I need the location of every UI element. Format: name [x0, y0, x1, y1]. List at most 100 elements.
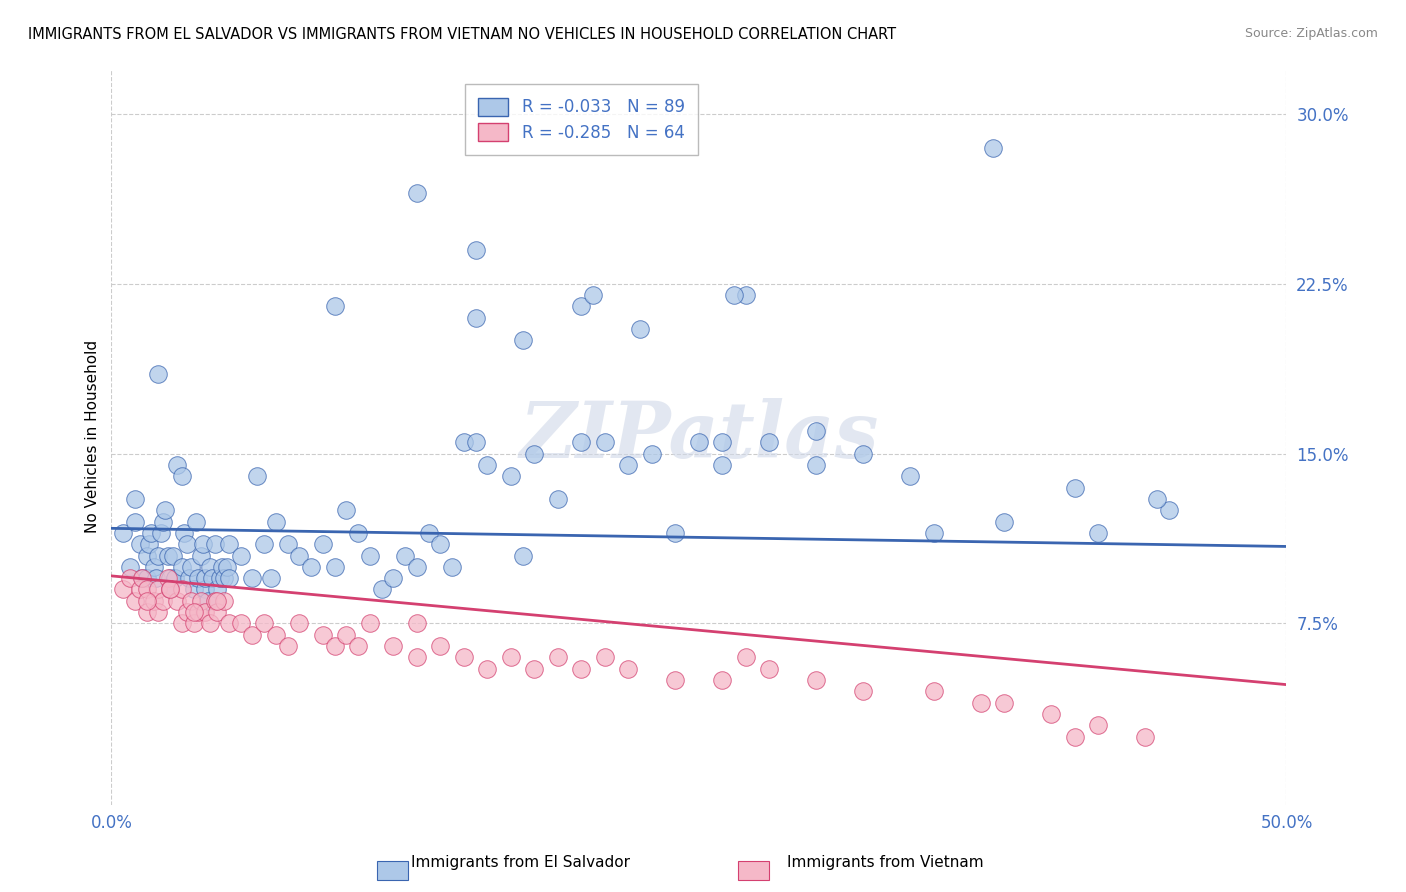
- Point: [159, 571, 181, 585]
- Point: [464, 435, 486, 450]
- Point: [1157, 503, 1180, 517]
- Point: [159, 582, 181, 597]
- Point: [312, 628, 335, 642]
- Point: [593, 435, 616, 450]
- Text: ZIPatlas: ZIPatlas: [519, 399, 879, 475]
- Point: [499, 650, 522, 665]
- Point: [429, 537, 451, 551]
- Point: [177, 571, 200, 585]
- Point: [806, 424, 828, 438]
- Point: [1064, 481, 1087, 495]
- Point: [135, 582, 157, 597]
- Point: [499, 469, 522, 483]
- Point: [664, 673, 686, 687]
- Point: [547, 491, 569, 506]
- Point: [981, 141, 1004, 155]
- Point: [312, 537, 335, 551]
- Point: [253, 616, 276, 631]
- Point: [547, 650, 569, 665]
- Point: [170, 582, 193, 597]
- Point: [260, 571, 283, 585]
- Point: [359, 549, 381, 563]
- Point: [170, 469, 193, 483]
- Point: [993, 696, 1015, 710]
- Point: [218, 616, 240, 631]
- Point: [211, 559, 233, 574]
- Point: [347, 639, 370, 653]
- Point: [406, 650, 429, 665]
- Point: [922, 525, 945, 540]
- Point: [135, 594, 157, 608]
- Point: [1146, 491, 1168, 506]
- Text: Immigrants from Vietnam: Immigrants from Vietnam: [787, 855, 984, 870]
- Point: [453, 435, 475, 450]
- Point: [159, 582, 181, 597]
- Point: [148, 368, 170, 382]
- Point: [571, 662, 593, 676]
- Point: [204, 537, 226, 551]
- Point: [187, 571, 209, 585]
- Point: [120, 571, 142, 585]
- Point: [617, 662, 640, 676]
- Point: [512, 549, 534, 563]
- Point: [124, 515, 146, 529]
- Point: [218, 537, 240, 551]
- Legend: R = -0.033   N = 89, R = -0.285   N = 64: R = -0.033 N = 89, R = -0.285 N = 64: [465, 84, 697, 155]
- Point: [135, 549, 157, 563]
- Point: [711, 673, 734, 687]
- Point: [323, 639, 346, 653]
- Point: [970, 696, 993, 710]
- Text: IMMIGRANTS FROM EL SALVADOR VS IMMIGRANTS FROM VIETNAM NO VEHICLES IN HOUSEHOLD : IMMIGRANTS FROM EL SALVADOR VS IMMIGRANT…: [28, 27, 896, 42]
- Point: [571, 299, 593, 313]
- Point: [477, 458, 499, 472]
- Point: [184, 515, 207, 529]
- Point: [1040, 707, 1063, 722]
- Point: [152, 515, 174, 529]
- Point: [323, 559, 346, 574]
- Point: [142, 594, 165, 608]
- Point: [512, 334, 534, 348]
- Point: [246, 469, 269, 483]
- Point: [205, 605, 228, 619]
- Point: [664, 525, 686, 540]
- Point: [194, 605, 217, 619]
- Point: [163, 571, 186, 585]
- Point: [141, 525, 163, 540]
- Point: [852, 684, 875, 698]
- Point: [205, 582, 228, 597]
- Point: [711, 458, 734, 472]
- Point: [382, 639, 405, 653]
- Point: [571, 435, 593, 450]
- Point: [359, 616, 381, 631]
- Point: [277, 639, 299, 653]
- Point: [176, 605, 198, 619]
- Point: [288, 549, 311, 563]
- Point: [170, 616, 193, 631]
- Point: [264, 628, 287, 642]
- Point: [1087, 718, 1109, 732]
- Y-axis label: No Vehicles in Household: No Vehicles in Household: [86, 340, 100, 533]
- Point: [993, 515, 1015, 529]
- Point: [159, 582, 181, 597]
- Point: [170, 559, 193, 574]
- Point: [922, 684, 945, 698]
- Point: [152, 594, 174, 608]
- Point: [806, 673, 828, 687]
- Point: [688, 435, 710, 450]
- Point: [145, 571, 167, 585]
- Point: [218, 571, 240, 585]
- Point: [131, 571, 153, 585]
- Point: [148, 605, 170, 619]
- Point: [183, 605, 205, 619]
- Point: [194, 582, 217, 597]
- Text: Immigrants from El Salvador: Immigrants from El Salvador: [411, 855, 630, 870]
- Point: [347, 525, 370, 540]
- Point: [183, 582, 205, 597]
- Point: [735, 650, 758, 665]
- Point: [120, 559, 142, 574]
- Point: [187, 605, 209, 619]
- Point: [180, 594, 202, 608]
- Point: [205, 594, 228, 608]
- Point: [641, 447, 664, 461]
- Point: [253, 537, 276, 551]
